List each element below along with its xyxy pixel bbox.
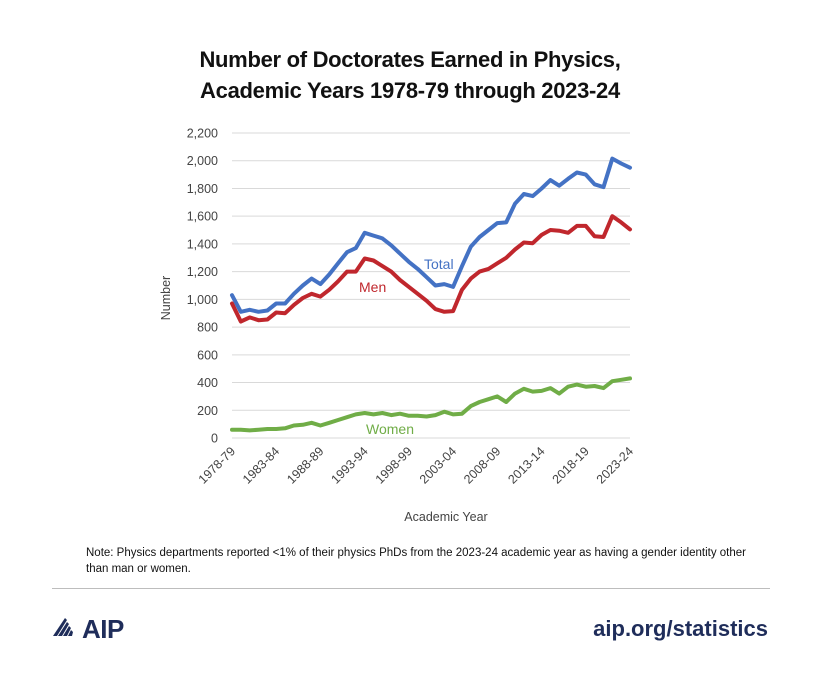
y-tick-label: 800	[197, 321, 218, 335]
y-axis-title: Number	[159, 276, 173, 320]
chart-title-line-1: Number of Doctorates Earned in Physics,	[199, 47, 621, 72]
chart-title-line-2: Academic Years 1978-79 through 2023-24	[200, 78, 620, 103]
chart-note: Note: Physics departments reported <1% o…	[86, 547, 747, 575]
y-tick-label: 1,800	[187, 182, 218, 196]
y-tick-label: 200	[197, 404, 218, 418]
y-tick-label: 1,200	[187, 265, 218, 279]
series-label-women: Women	[366, 421, 414, 437]
series-label-men: Men	[359, 279, 386, 295]
series-labels: Total Men Women	[359, 256, 454, 437]
series-line-women	[230, 376, 632, 433]
y-tick-label: 600	[197, 348, 218, 362]
y-tick-label: 1,400	[187, 237, 218, 251]
x-axis-title: Academic Year	[404, 510, 487, 524]
y-tick-label: 1,600	[187, 210, 218, 224]
y-tick-label: 400	[197, 376, 218, 390]
y-tick-label: 2,000	[187, 154, 218, 168]
line-chart: 0 200 400 600 800 1,000 1,200 1,400 1,600 1,800 2,…	[159, 127, 636, 525]
x-tick-label: 1983-84	[240, 444, 282, 486]
series-label-total: Total	[424, 256, 454, 272]
series-line-total	[230, 156, 632, 314]
x-axis-ticks: 1978-79 1983-84 1988-89 1993-94 1998-99 2003-…	[196, 444, 636, 486]
aip-logo[interactable]: AIP	[52, 614, 124, 644]
x-tick-label: 2023-24	[594, 444, 636, 486]
y-tick-label: 1,000	[187, 293, 218, 307]
x-tick-label: 1993-94	[328, 444, 370, 486]
logo-text: AIP	[82, 613, 124, 644]
series-lines	[230, 156, 632, 433]
footer-divider	[52, 588, 770, 589]
x-tick-label: 2003-04	[417, 444, 459, 486]
y-axis-ticks: 0 200 400 600 800 1,000 1,200 1,400 1,600 1,800 2,…	[187, 127, 218, 446]
series-line-men	[230, 214, 632, 324]
statistics-url-link[interactable]: aip.org/statistics	[593, 616, 768, 641]
x-tick-label: 2018-19	[550, 444, 592, 486]
x-tick-label: 2013-14	[505, 444, 547, 486]
y-tick-label: 0	[211, 432, 218, 446]
x-tick-label: 2008-09	[461, 444, 503, 486]
x-tick-label: 1998-99	[373, 444, 415, 486]
y-tick-label: 2,200	[187, 127, 218, 141]
x-tick-label: 1978-79	[196, 444, 238, 486]
aip-mark-icon	[52, 616, 76, 643]
x-tick-label: 1988-89	[284, 444, 326, 486]
